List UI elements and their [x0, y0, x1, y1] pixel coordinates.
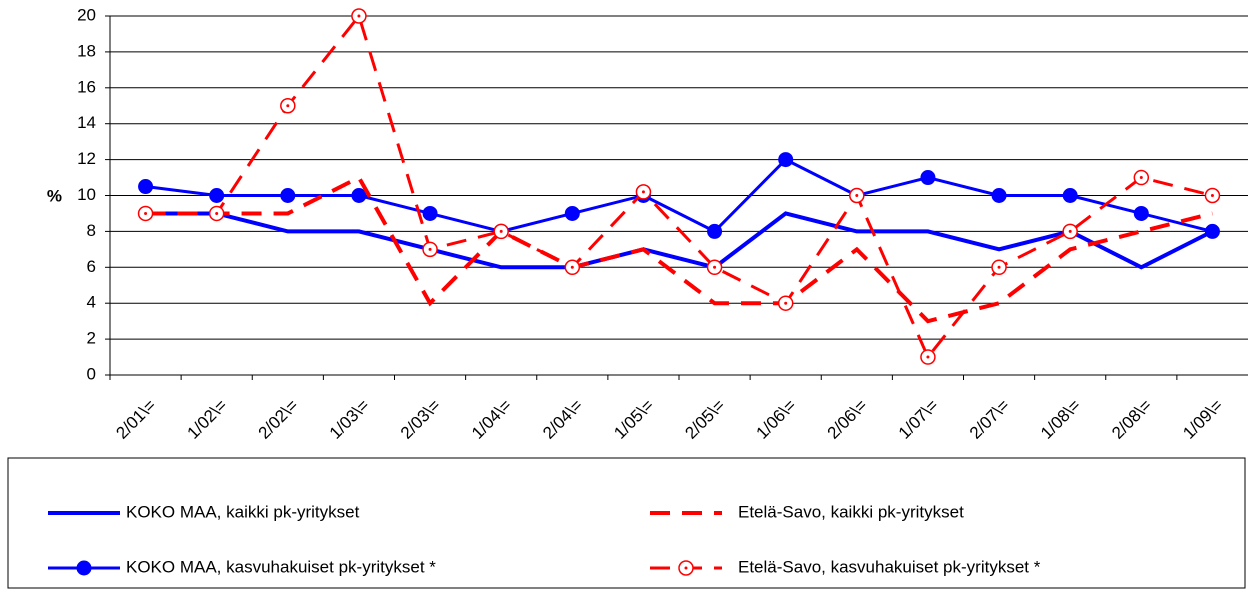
marker-dot [713, 265, 717, 269]
legend-label: Etelä-Savo, kasvuhakuiset pk-yritykset * [738, 557, 1041, 576]
legend-label: KOKO MAA, kasvuhakuiset pk-yritykset * [126, 557, 436, 576]
y-tick-label: 18 [77, 41, 96, 60]
x-tick-label: 1/07\= [895, 396, 942, 443]
series-line [145, 211, 1214, 270]
y-tick-label: 0 [87, 364, 96, 383]
x-tick-label: 2/06\= [824, 396, 871, 443]
series-line [145, 174, 1213, 324]
x-tick-label: 1/09\= [1179, 396, 1226, 443]
marker-dot [1210, 194, 1214, 197]
marker [351, 188, 367, 203]
marker-dot [926, 355, 930, 359]
legend-label: KOKO MAA, kaikki pk-yritykset [126, 502, 360, 521]
marker [138, 179, 154, 195]
x-tick-label: 1/08\= [1037, 396, 1084, 443]
x-tick-label: 2/03\= [397, 396, 444, 443]
series-line [145, 12, 1213, 360]
y-axis-label: % [47, 186, 62, 205]
legend-label: Etelä-Savo, kaikki pk-yritykset [738, 502, 964, 521]
x-tick-label: 1/05\= [610, 396, 657, 443]
y-tick-label: 8 [87, 221, 96, 240]
y-tick-label: 6 [87, 257, 96, 276]
marker [920, 170, 936, 186]
x-tick-label: 2/07\= [966, 396, 1013, 443]
series-line [145, 157, 1213, 234]
marker-dot [641, 190, 645, 194]
marker-dot [286, 104, 290, 108]
y-tick-label: 10 [77, 185, 96, 204]
marker-dot [357, 14, 361, 18]
marker-dot [499, 229, 503, 233]
marker-dot [1139, 176, 1143, 180]
marker [280, 188, 296, 203]
marker [991, 188, 1007, 203]
x-tick-label: 2/02\= [255, 396, 302, 443]
y-tick-label: 14 [77, 113, 96, 132]
marker-dot [144, 211, 148, 215]
x-tick-label: 2/04\= [539, 396, 586, 443]
marker-dot [855, 194, 859, 197]
x-tick-label: 2/01\= [112, 396, 159, 443]
marker-dot [784, 301, 788, 305]
marker-dot [570, 265, 574, 269]
marker-dot [997, 265, 1001, 269]
marker [209, 188, 225, 203]
marker [707, 223, 723, 239]
y-tick-label: 2 [87, 329, 96, 348]
marker [778, 152, 794, 168]
marker [422, 205, 438, 221]
y-tick-label: 16 [77, 77, 96, 96]
x-tick-label: 1/06\= [752, 396, 799, 443]
marker-dot [1068, 229, 1072, 233]
x-tick-label: 1/04\= [468, 396, 515, 443]
marker [76, 560, 92, 576]
x-tick-label: 2/08\= [1108, 396, 1155, 443]
marker [1204, 223, 1220, 239]
marker-dot [215, 211, 219, 215]
marker [1062, 188, 1078, 203]
y-tick-label: 12 [77, 149, 96, 168]
legend-box [7, 457, 1246, 589]
marker [1133, 205, 1149, 221]
x-tick-label: 1/02\= [183, 396, 230, 443]
marker-dot [428, 247, 432, 251]
marker [564, 205, 580, 221]
y-tick-label: 20 [77, 5, 96, 24]
x-tick-label: 1/03\= [326, 396, 373, 443]
marker-dot [684, 566, 688, 570]
y-tick-label: 4 [87, 293, 96, 312]
x-tick-label: 2/05\= [681, 396, 728, 443]
